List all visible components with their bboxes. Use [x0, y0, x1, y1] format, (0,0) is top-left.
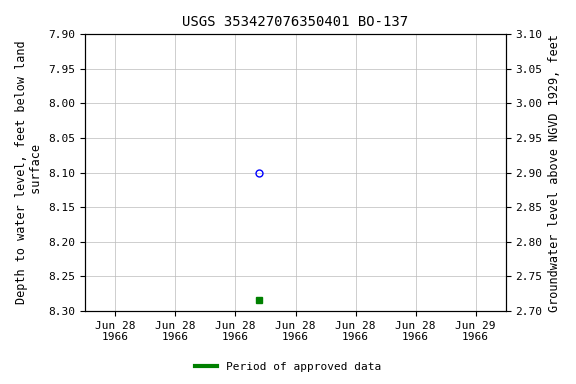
Y-axis label: Depth to water level, feet below land
 surface: Depth to water level, feet below land su… — [15, 41, 43, 305]
Title: USGS 353427076350401 BO-137: USGS 353427076350401 BO-137 — [183, 15, 408, 29]
Y-axis label: Groundwater level above NGVD 1929, feet: Groundwater level above NGVD 1929, feet — [548, 34, 561, 311]
Legend: Period of approved data: Period of approved data — [191, 358, 385, 377]
